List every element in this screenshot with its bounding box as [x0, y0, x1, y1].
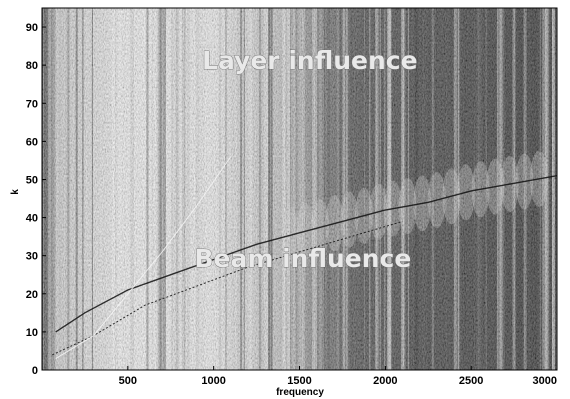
ridge-curve [52, 220, 403, 356]
x-tick-label: 1000 [201, 375, 225, 387]
y-tick-label: 60 [26, 136, 38, 148]
x-axis-label: frequency [276, 387, 324, 398]
y-tick-label: 40 [26, 213, 38, 225]
y-tick-label: 70 [26, 98, 38, 110]
x-tick-label: 1500 [287, 375, 311, 387]
y-tick-label: 50 [26, 174, 38, 186]
y-tick-label: 0 [32, 365, 38, 377]
x-tick-label: 2000 [373, 375, 397, 387]
x-tick-label: 3000 [533, 375, 557, 387]
y-tick-label: 80 [26, 60, 38, 72]
heatmap-grain [42, 8, 557, 370]
annotation-label: Layer influence [202, 46, 418, 75]
x-tick-label: 2500 [459, 375, 483, 387]
y-tick-label: 30 [26, 251, 38, 263]
y-axis-ticks: 0 10 20 30 40 50 60 70 80 90 [26, 22, 46, 377]
x-axis-ticks: 500 1000 1500 2000 2500 3000 [119, 366, 558, 387]
ridge-curves [52, 156, 557, 360]
ridge-curve [55, 175, 557, 333]
ridge-curve [55, 156, 232, 360]
y-tick-label: 20 [26, 289, 38, 301]
y-tick-label: 10 [26, 327, 38, 339]
x-tick-label: 500 [119, 375, 137, 387]
annotations: Layer influence Beam influence [194, 46, 418, 274]
annotation-label: Beam influence [194, 244, 411, 273]
plot-area [42, 8, 557, 370]
y-tick-label: 90 [26, 22, 38, 34]
y-axis-label: k [10, 189, 21, 195]
